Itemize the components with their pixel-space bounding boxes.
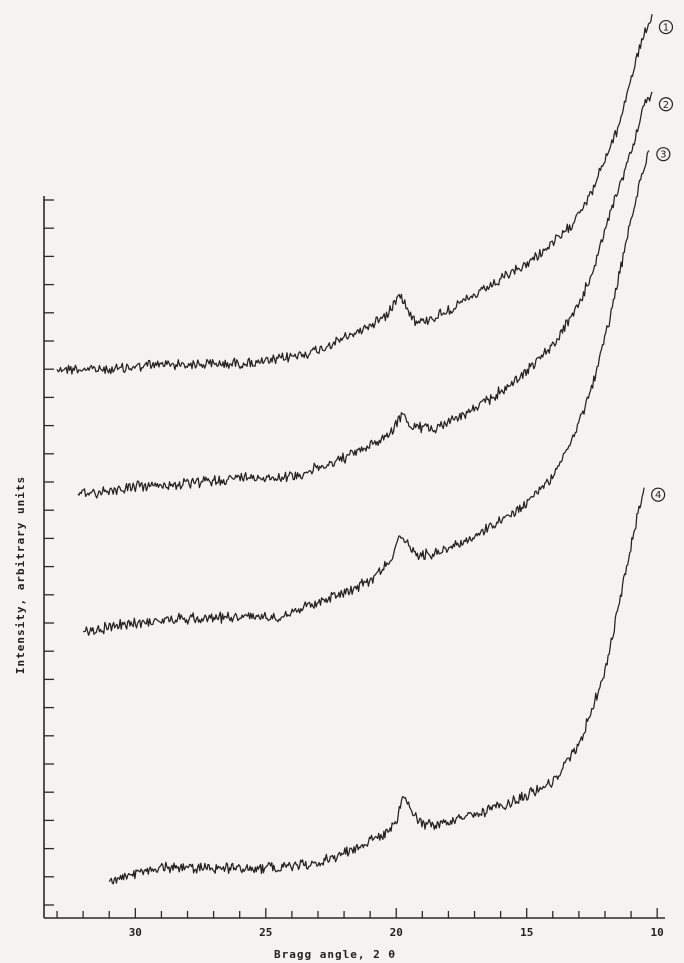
series-marker-label: 1 xyxy=(663,23,669,34)
series-2-trace xyxy=(77,91,653,499)
x-tick-label: 15 xyxy=(520,926,533,939)
series-marker-circle xyxy=(656,147,671,162)
x-tick-labels: 30 25 20 15 10 xyxy=(129,926,664,939)
series-4-marker: 4 xyxy=(651,487,666,502)
x-tick-label: 30 xyxy=(129,926,142,939)
series-marker-label: 3 xyxy=(660,150,666,161)
series-1-trace xyxy=(56,13,653,375)
series-marker-circle xyxy=(651,487,666,502)
series-2-marker: 2 xyxy=(658,97,674,112)
series-traces xyxy=(56,13,653,885)
x-tick-label: 10 xyxy=(651,926,664,939)
series-3-trace xyxy=(83,150,650,636)
x-tick-label: 25 xyxy=(259,926,272,939)
series-3-marker: 3 xyxy=(656,147,671,162)
axis-ticks xyxy=(44,199,658,918)
x-tick-label: 20 xyxy=(390,926,403,939)
series-marker-circle xyxy=(658,19,674,35)
series-marker-circle xyxy=(658,97,674,112)
x-axis-label: Bragg angle, 2 θ xyxy=(274,948,396,961)
series-markers: 1 2 3 4 xyxy=(651,19,674,502)
series-1-marker: 1 xyxy=(658,19,674,35)
series-4-trace xyxy=(108,487,645,885)
y-axis-label: Intensity, arbitrary units xyxy=(14,476,27,674)
axes xyxy=(43,196,665,919)
series-marker-label: 2 xyxy=(663,100,669,111)
series-marker-label: 4 xyxy=(655,490,661,501)
